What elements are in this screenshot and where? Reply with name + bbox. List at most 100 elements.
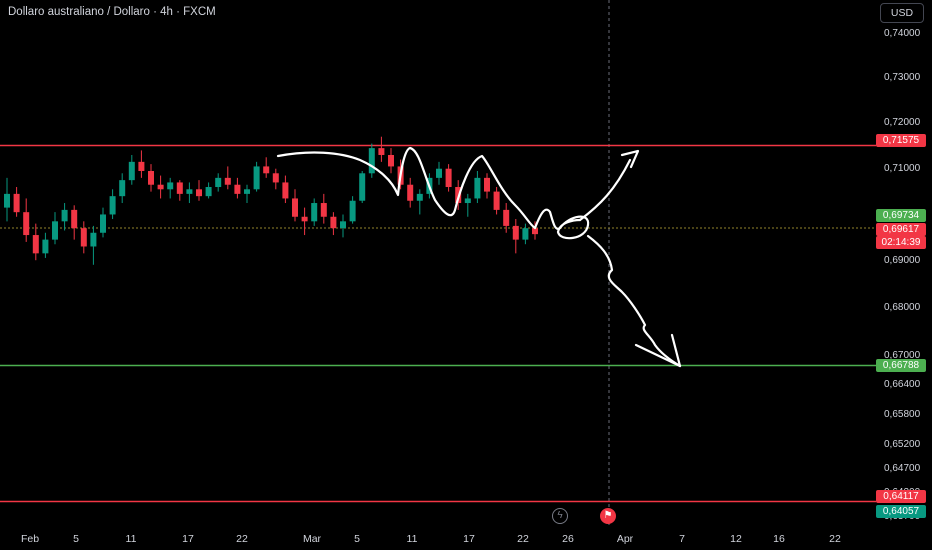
candle: [234, 177, 241, 199]
bid-price-tag: 0,69734: [876, 209, 926, 222]
candle: [52, 212, 58, 245]
drawing-path: [276, 146, 562, 230]
y-tick-label: 0,74000: [884, 28, 921, 39]
flag-icon[interactable]: ⚑: [600, 508, 616, 524]
x-tick-label: 22: [236, 533, 248, 545]
candle: [80, 221, 87, 254]
candle: [100, 207, 106, 238]
x-tick-label: 5: [73, 533, 79, 545]
candle: [157, 175, 164, 199]
y-tick-label: 0,67000: [884, 350, 921, 361]
drawing-up-arrow: [578, 158, 632, 222]
lower-level-price-tag: 0,64117: [876, 490, 926, 503]
x-tick-label: Feb: [21, 533, 39, 545]
candle: [522, 223, 529, 245]
candle: [128, 154, 135, 185]
candle: [368, 143, 375, 178]
candle: [109, 189, 116, 220]
candle: [378, 136, 385, 162]
drawing-loop: [556, 215, 590, 240]
x-tick-label: 5: [354, 533, 360, 545]
candle: [407, 177, 414, 208]
last-price-tag: 0,69617: [876, 223, 926, 236]
candle: [436, 161, 442, 185]
y-tick-label: 0,73000: [884, 72, 921, 83]
resistance-price-tag: 0,71575: [876, 134, 926, 147]
candle: [464, 193, 471, 217]
candle: [90, 225, 97, 265]
candle: [138, 150, 145, 178]
candle: [272, 168, 279, 190]
candle: [119, 173, 126, 204]
candle: [484, 173, 490, 199]
candle: [23, 198, 30, 242]
time-axis[interactable]: Feb 5 11 17 22 Mar 5 11 17 22 26 Apr 7 12 16 22: [21, 533, 841, 545]
x-tick-label: 22: [829, 533, 841, 545]
y-tick-label: 0,68000: [884, 302, 921, 313]
candle: [186, 182, 193, 204]
x-tick-label: 12: [730, 533, 742, 545]
x-tick-label: 16: [773, 533, 785, 545]
candle: [205, 182, 212, 199]
candle: [388, 148, 394, 174]
x-tick-label: 17: [463, 533, 475, 545]
candle: [532, 221, 538, 240]
currency-button[interactable]: USD: [880, 3, 924, 23]
candle: [493, 187, 500, 215]
candle: [474, 171, 481, 204]
drawing-down-path: [586, 234, 682, 368]
candle: [340, 214, 346, 238]
y-tick-label: 0,66400: [884, 379, 921, 390]
candle: [215, 173, 222, 192]
candle: [167, 177, 174, 199]
y-tick-label: 0,64700: [884, 463, 921, 474]
candle: [301, 207, 308, 236]
candle: [13, 187, 20, 217]
candle: [359, 171, 366, 204]
candle: [148, 164, 154, 192]
candle: [224, 166, 231, 190]
y-tick-label: 0,72000: [884, 117, 921, 128]
candle: [176, 180, 183, 201]
flash-icon[interactable]: ϟ: [552, 508, 568, 524]
x-tick-label: 17: [182, 533, 194, 545]
drawing-down-arrowhead: [634, 333, 682, 368]
candle: [349, 196, 356, 224]
candle: [42, 232, 49, 258]
candle: [244, 184, 250, 204]
candle: [311, 198, 318, 226]
candle: [282, 175, 289, 204]
y-tick-label: 0,65800: [884, 409, 921, 420]
y-tick-label: 0,69000: [884, 255, 921, 266]
candle: [292, 189, 298, 222]
x-tick-label: Mar: [303, 533, 322, 545]
candle: [330, 212, 337, 236]
candle: [61, 203, 68, 231]
countdown-tag: 02:14:39: [876, 236, 926, 249]
candle: [263, 157, 270, 178]
drawing-up-arrowhead: [620, 149, 640, 169]
x-tick-label: 7: [679, 533, 685, 545]
candle: [196, 180, 202, 201]
bottom-price-tag: 0,64057: [876, 505, 926, 518]
candle: [4, 177, 10, 222]
candle: [416, 189, 423, 215]
x-tick-label: 11: [126, 533, 137, 545]
support-price-tag: 0,66788: [876, 359, 926, 372]
x-tick-label: 26: [562, 533, 574, 545]
candle: [503, 203, 510, 233]
candle: [32, 223, 39, 261]
y-tick-label: 0,65200: [884, 439, 921, 450]
candle: [320, 193, 327, 224]
y-tick-label: 0,71000: [884, 163, 921, 174]
x-tick-label: 22: [517, 533, 529, 545]
candle: [253, 161, 260, 192]
candle: [445, 164, 452, 192]
x-tick-label: Apr: [617, 533, 634, 545]
x-tick-label: 11: [407, 533, 418, 545]
symbol-title[interactable]: Dollaro australiano / Dollaro · 4h · FXC…: [8, 6, 216, 18]
candle: [71, 205, 78, 240]
hand-drawn-arrows: [276, 146, 682, 368]
candle: [512, 219, 519, 254]
